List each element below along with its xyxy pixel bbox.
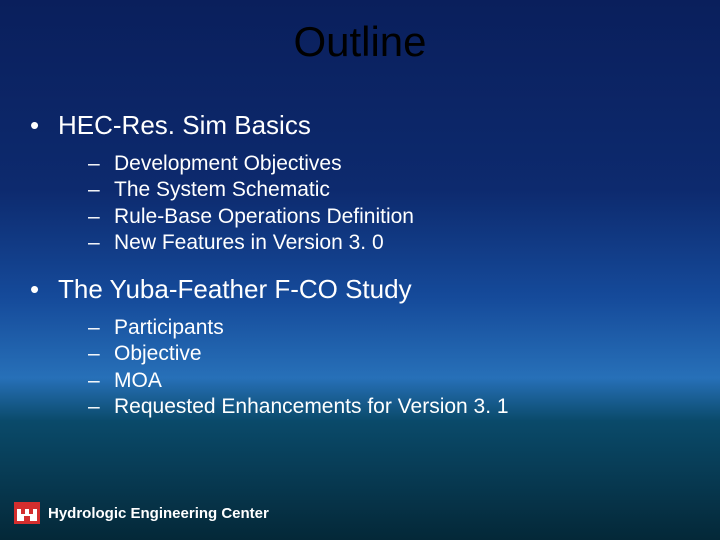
bullet-dash: – xyxy=(88,315,114,341)
sub-item: Participants xyxy=(114,315,224,341)
bullet-level2: – Development Objectives xyxy=(88,151,690,177)
sub-group: – Development Objectives – The System Sc… xyxy=(88,151,690,256)
bullet-level2: – Requested Enhancements for Version 3. … xyxy=(88,394,690,420)
bullet-dash: – xyxy=(88,204,114,230)
sub-item: Development Objectives xyxy=(114,151,342,177)
bullet-dot: • xyxy=(30,110,58,141)
bullet-level2: – New Features in Version 3. 0 xyxy=(88,230,690,256)
bullet-level2: – Rule-Base Operations Definition xyxy=(88,204,690,230)
bullet-level2: – Participants xyxy=(88,315,690,341)
bullet-dash: – xyxy=(88,394,114,420)
bullet-dash: – xyxy=(88,151,114,177)
bullet-level2: – Objective xyxy=(88,341,690,367)
bullet-dash: – xyxy=(88,341,114,367)
sub-item: Requested Enhancements for Version 3. 1 xyxy=(114,394,509,420)
bullet-dash: – xyxy=(88,230,114,256)
bullet-level2: – The System Schematic xyxy=(88,177,690,203)
bullet-dot: • xyxy=(30,274,58,305)
usace-logo-icon xyxy=(14,502,40,524)
section-heading: The Yuba-Feather F-CO Study xyxy=(58,274,412,305)
bullet-level1: • The Yuba-Feather F-CO Study xyxy=(30,274,690,305)
bullet-level1: • HEC-Res. Sim Basics xyxy=(30,110,690,141)
bullet-level2: – MOA xyxy=(88,368,690,394)
bullet-dash: – xyxy=(88,177,114,203)
bullet-dash: – xyxy=(88,368,114,394)
sub-item: The System Schematic xyxy=(114,177,330,203)
slide-title: Outline xyxy=(0,18,720,66)
sub-item: MOA xyxy=(114,368,162,394)
slide-footer: Hydrologic Engineering Center xyxy=(14,502,269,524)
sub-item: Rule-Base Operations Definition xyxy=(114,204,414,230)
sub-item: New Features in Version 3. 0 xyxy=(114,230,384,256)
slide-content: • HEC-Res. Sim Basics – Development Obje… xyxy=(30,110,690,438)
sub-group: – Participants – Objective – MOA – Reque… xyxy=(88,315,690,420)
footer-text: Hydrologic Engineering Center xyxy=(48,505,269,522)
section-heading: HEC-Res. Sim Basics xyxy=(58,110,311,141)
sub-item: Objective xyxy=(114,341,202,367)
slide: Outline • HEC-Res. Sim Basics – Developm… xyxy=(0,0,720,540)
